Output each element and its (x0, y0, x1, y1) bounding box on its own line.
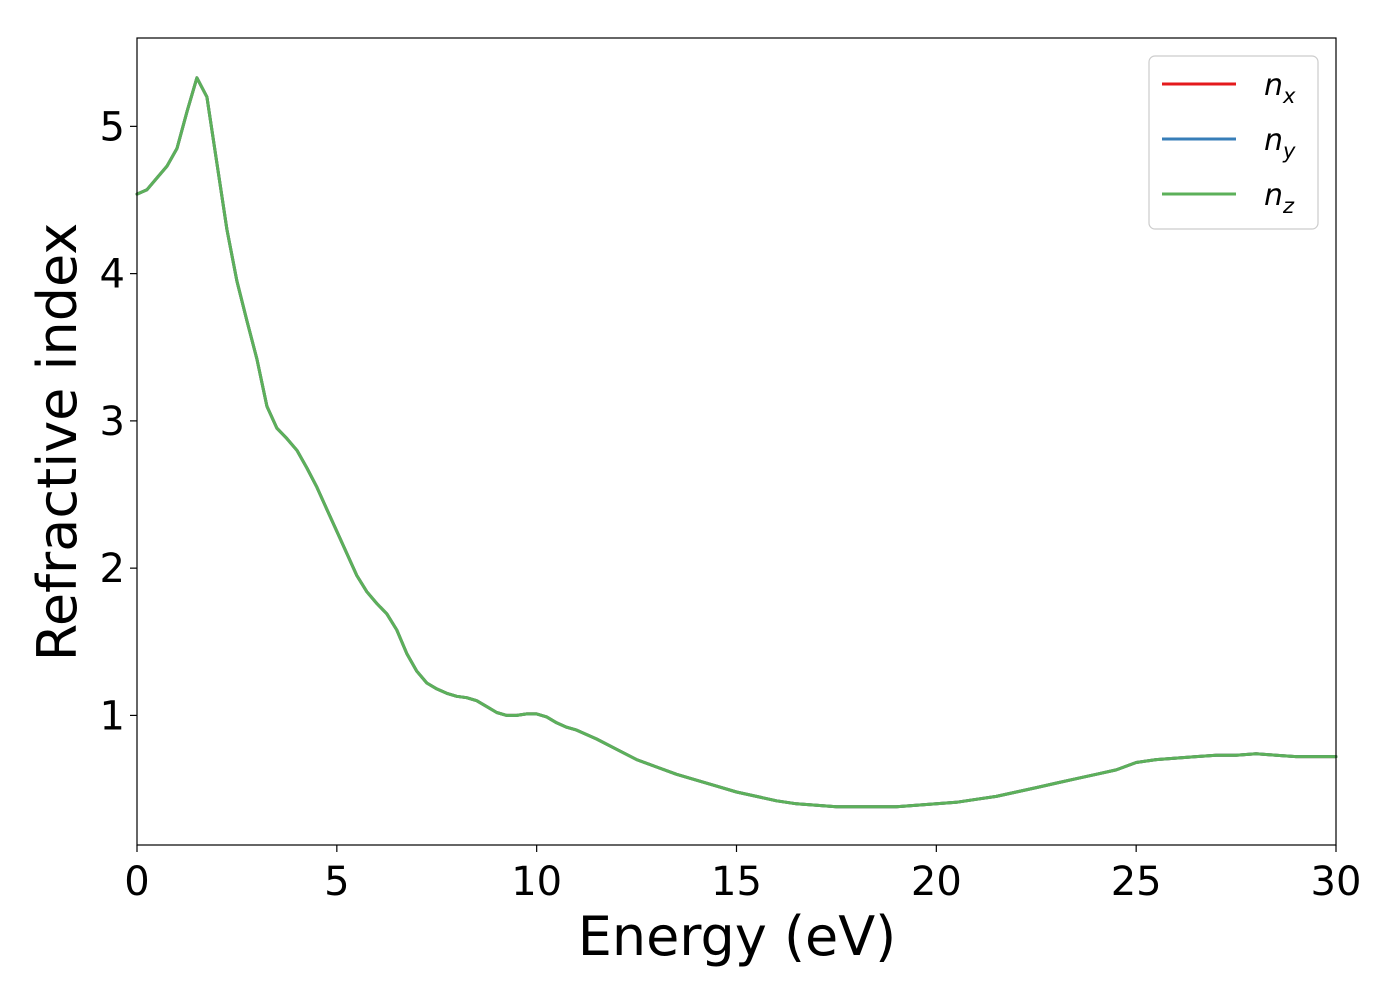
x-tick-label: 25 (1111, 859, 1162, 905)
legend-label-subscript: y (1282, 139, 1296, 163)
y-tick-label: 1 (100, 693, 125, 739)
legend-label-subscript: z (1282, 194, 1295, 218)
x-tick-label: 5 (324, 859, 349, 905)
series-line-z (135, 76, 1338, 809)
x-tick-label: 0 (124, 859, 149, 905)
legend-box (1148, 55, 1319, 230)
y-axis-ticks: 1 2 3 4 5 (100, 104, 137, 739)
legend-label-x: nx (1264, 68, 1296, 108)
legend-label-base: n (1264, 123, 1283, 158)
x-axis-ticks: 0 5 10 15 20 25 30 (124, 845, 1361, 905)
x-axis-label: Energy (eV) (578, 905, 897, 968)
y-tick-label: 2 (100, 546, 125, 592)
y-tick-label: 4 (100, 252, 125, 298)
x-tick-label: 20 (911, 859, 962, 905)
x-tick-label: 30 (1311, 859, 1362, 905)
legend-label-y: ny (1264, 123, 1296, 163)
y-tick-label: 3 (100, 399, 125, 445)
y-tick-label: 5 (100, 104, 125, 150)
y-axis-label: Refractive index (26, 223, 89, 662)
legend-label-base: n (1264, 178, 1283, 213)
legend-label-base: n (1264, 68, 1283, 103)
legend-label-subscript: x (1282, 84, 1296, 108)
legend-label-z: nz (1264, 178, 1295, 218)
x-tick-label: 10 (511, 859, 562, 905)
series-layer (135, 76, 1338, 809)
x-tick-label: 15 (711, 859, 762, 905)
